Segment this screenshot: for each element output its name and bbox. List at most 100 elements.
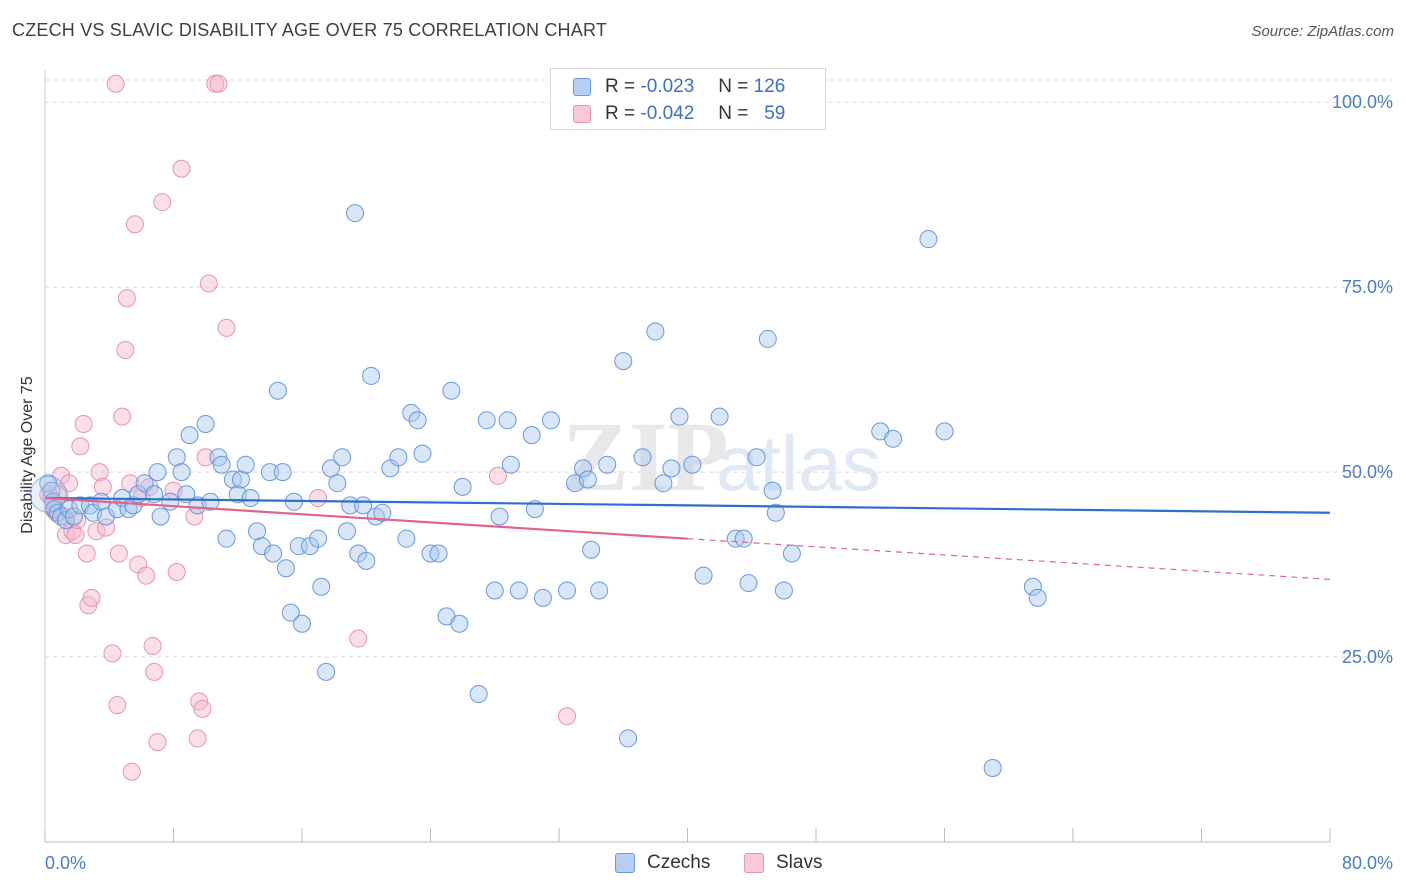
data-point [694, 566, 713, 585]
data-point [116, 341, 135, 360]
data-point [919, 230, 938, 249]
data-point [782, 544, 801, 563]
slavs-n-value: 59 [764, 103, 786, 124]
data-point [558, 707, 577, 726]
trend-lines [44, 496, 1331, 580]
data-point [77, 544, 96, 563]
y-tick-label: 25.0% [1342, 647, 1393, 667]
data-point [408, 411, 427, 430]
data-point [734, 529, 753, 548]
data-point [212, 455, 231, 474]
gridlines [45, 79, 1392, 658]
y-tick-label: 100.0% [1332, 92, 1393, 112]
data-point [683, 455, 702, 474]
data-point [276, 559, 295, 578]
source-label: Source: ZipAtlas.com [1251, 23, 1394, 40]
data-point [148, 463, 167, 482]
data-point [113, 407, 132, 426]
data-point [522, 426, 541, 445]
x-tick-label-max: 80.0% [1342, 853, 1393, 873]
data-point [333, 448, 352, 467]
data-point [97, 507, 116, 526]
data-point [124, 496, 143, 515]
series-legend: Czechs Slavs [0, 852, 1406, 876]
data-point [264, 544, 283, 563]
data-point [442, 381, 461, 400]
data-point [469, 685, 488, 704]
slavs-r-value: -0.042 [640, 103, 695, 124]
data-point [82, 588, 101, 607]
data-point [148, 733, 167, 752]
watermark-zip: ZIP [562, 401, 729, 512]
data-point [74, 415, 93, 434]
data-point [145, 662, 164, 681]
data-point [763, 481, 782, 500]
data-point [614, 352, 633, 371]
legend-item-slavs[interactable]: Slavs [744, 852, 822, 874]
data-point [273, 463, 292, 482]
data-point [180, 426, 199, 445]
r-label: R = [605, 103, 636, 124]
data-point [766, 503, 785, 522]
data-point [983, 759, 1002, 778]
data-point [558, 581, 577, 600]
data-point [125, 215, 144, 234]
chart-title: CZECH VS SLAVIC DISABILITY AGE OVER 75 C… [12, 20, 608, 40]
slavs-legend-label: Slavs [776, 852, 823, 873]
data-point [117, 289, 136, 308]
data-point [498, 411, 517, 430]
data-point [268, 381, 287, 400]
data-point [153, 193, 172, 212]
czechs-r-value: -0.023 [640, 76, 695, 97]
data-point [108, 696, 127, 715]
data-point [103, 644, 122, 663]
data-point [260, 463, 279, 482]
data-point [172, 463, 191, 482]
cluster-point [29, 475, 67, 513]
data-point [349, 629, 368, 648]
data-point [106, 74, 125, 93]
data-point [357, 551, 376, 570]
data-point [541, 411, 560, 430]
data-point [582, 540, 601, 559]
czechs-points [29, 204, 1047, 778]
data-point [1023, 577, 1042, 596]
data-point [450, 614, 469, 633]
data-point [346, 204, 365, 223]
data-point [477, 411, 496, 430]
correlation-legend: R = -0.023 N = 126 R = -0.042 N = 59 [550, 68, 826, 130]
n-label: N = [718, 76, 749, 97]
data-point [619, 729, 638, 748]
data-point [373, 503, 392, 522]
data-point [87, 522, 106, 541]
data-point [252, 537, 271, 556]
data-point [309, 529, 328, 548]
data-point [209, 74, 228, 93]
data-point [196, 448, 215, 467]
data-point [71, 437, 90, 456]
data-point [293, 614, 311, 633]
data-point [217, 529, 236, 548]
data-point [598, 455, 617, 474]
data-point [172, 159, 191, 178]
tick-labels: 25.0% 50.0% 75.0% 100.0% 0.0% 80.0% [45, 92, 1393, 873]
data-point [193, 699, 212, 718]
data-point [670, 407, 689, 426]
data-point [199, 274, 218, 293]
data-point [389, 448, 408, 467]
data-point [217, 318, 236, 337]
data-point [201, 492, 220, 511]
data-point [66, 525, 85, 544]
legend-item-czechs[interactable]: Czechs [615, 852, 710, 874]
data-point [662, 459, 681, 478]
r-label: R = [605, 76, 636, 97]
data-point [633, 448, 652, 467]
slavs-legend-swatch [744, 853, 764, 873]
data-point [758, 329, 777, 348]
data-point [453, 477, 472, 496]
slavs-trend-extension [687, 538, 1331, 580]
slavs-swatch [573, 105, 591, 123]
y-tick-label: 75.0% [1342, 277, 1393, 297]
data-point [485, 581, 504, 600]
data-point [488, 466, 507, 485]
